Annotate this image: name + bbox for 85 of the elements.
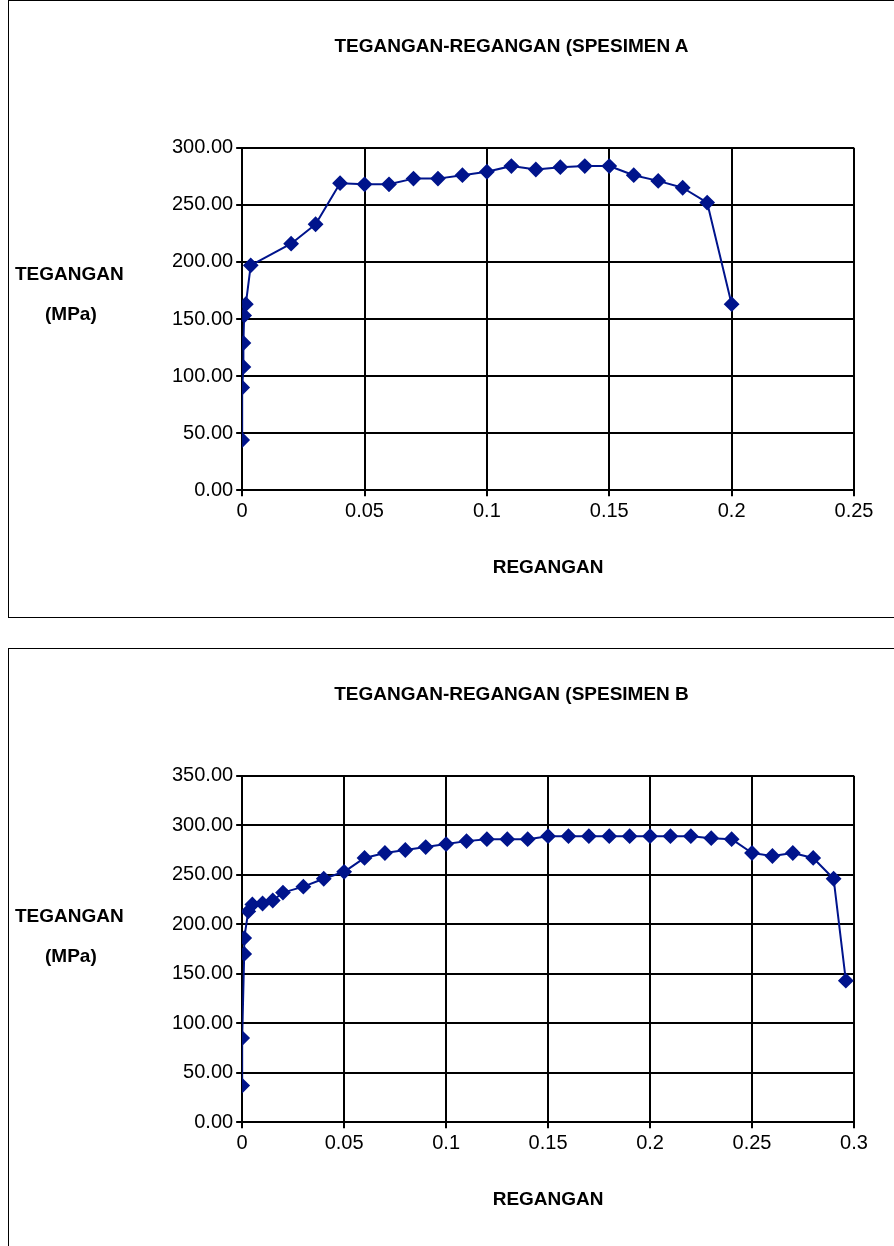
point [479,164,495,180]
point [479,831,495,847]
y-tick-label: 100.00 [172,363,234,386]
point [622,828,638,844]
x-tick-label: 0.05 [324,1130,364,1153]
x-tick-label: 0.05 [345,498,385,521]
point [503,158,519,174]
point [357,176,373,192]
x-tick-label: 0.25 [834,498,874,521]
point [626,167,642,183]
x-axis-title: REGANGAN [492,555,604,577]
point [454,167,470,183]
y-tick-label: 50.00 [183,420,234,443]
chart-title: TEGANGAN-REGANGAN (SPESIMEN A [334,34,689,56]
point [703,830,719,846]
point [520,831,536,847]
point [243,257,259,273]
point [377,845,393,861]
point [675,180,691,196]
y-tick-label: 350.00 [172,763,234,786]
x-tick-label: 0.2 [717,498,746,521]
x-tick-label: 0.1 [473,498,501,521]
point [577,158,593,174]
y-tick-label: 250.00 [172,192,234,215]
point [552,159,568,175]
point [764,848,780,864]
chart-title: TEGANGAN-REGANGAN (SPESIMEN B [334,682,689,704]
point [283,236,299,252]
point [459,833,475,849]
y-tick-label: 300.00 [172,135,234,158]
point [405,171,421,187]
point [418,839,434,855]
y-tick-label: 0.00 [194,1109,234,1132]
x-tick-label: 0.1 [432,1130,461,1153]
point [662,828,678,844]
point [275,885,291,901]
point [308,216,324,232]
point [785,845,801,861]
x-tick-label: 0.2 [636,1130,664,1153]
point [560,828,576,844]
point [724,296,740,312]
y-tick-label: 50.00 [183,1060,234,1083]
y-tick-label: 250.00 [172,862,234,885]
y-tick-label: 100.00 [172,1010,234,1033]
point [295,879,311,895]
point [650,173,666,189]
x-tick-label: 0.3 [840,1130,868,1153]
point [744,845,760,861]
point [332,175,348,191]
point [316,871,332,887]
point [601,828,617,844]
point [438,836,454,852]
point [683,828,699,844]
point [540,828,556,844]
point [244,896,260,912]
y-axis-title: TEGANGAN (MPa) [15,905,124,967]
x-tick-label: 0 [236,498,248,521]
point [381,176,397,192]
x-tick-label: 0.25 [732,1130,772,1153]
x-axis-title: REGANGAN [492,1187,604,1209]
point [642,828,658,844]
y-tick-label: 200.00 [172,911,234,934]
point [581,828,597,844]
point [699,195,715,211]
point [265,893,281,908]
x-tick-label: 0 [236,1130,248,1153]
x-tick-label: 0.15 [589,498,629,521]
point [357,850,373,866]
point [805,850,821,866]
point [601,158,617,174]
y-tick-label: 150.00 [172,961,234,984]
x-tick-label: 0.15 [528,1130,568,1153]
point [826,871,842,887]
point [336,864,352,880]
y-tick-label: 300.00 [172,812,234,835]
point [838,973,854,989]
point [499,831,515,847]
point [397,842,413,858]
point [430,171,446,187]
y-tick-label: 150.00 [172,306,234,329]
point [724,831,740,847]
y-tick-label: 200.00 [172,249,234,272]
y-tick-label: 0.00 [194,477,234,500]
point [528,161,544,177]
y-axis-title: TEGANGAN (MPa) [15,263,124,325]
